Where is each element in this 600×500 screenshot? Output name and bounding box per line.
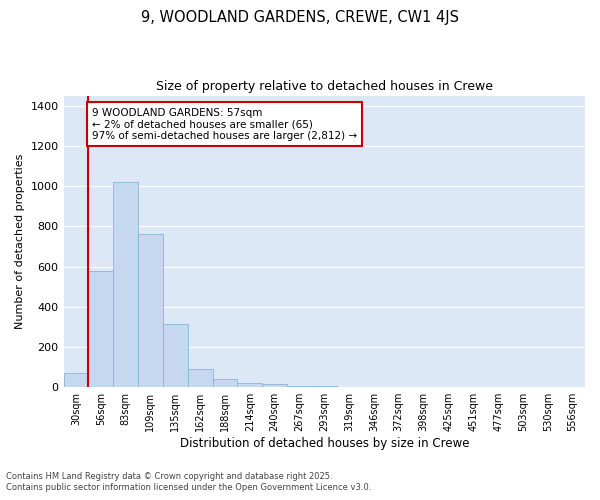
Bar bbox=[138, 234, 163, 387]
Bar bbox=[64, 373, 88, 387]
Y-axis label: Number of detached properties: Number of detached properties bbox=[15, 154, 25, 329]
Text: 9, WOODLAND GARDENS, CREWE, CW1 4JS: 9, WOODLAND GARDENS, CREWE, CW1 4JS bbox=[141, 10, 459, 25]
Bar bbox=[212, 379, 238, 387]
Bar bbox=[88, 270, 113, 387]
Text: 9 WOODLAND GARDENS: 57sqm
← 2% of detached houses are smaller (65)
97% of semi-d: 9 WOODLAND GARDENS: 57sqm ← 2% of detach… bbox=[92, 108, 357, 141]
Bar bbox=[238, 383, 262, 387]
Bar bbox=[163, 324, 188, 387]
Bar bbox=[312, 386, 337, 387]
X-axis label: Distribution of detached houses by size in Crewe: Distribution of detached houses by size … bbox=[179, 437, 469, 450]
Bar bbox=[287, 386, 312, 387]
Bar bbox=[188, 369, 212, 387]
Bar bbox=[262, 384, 287, 387]
Bar bbox=[113, 182, 138, 387]
Title: Size of property relative to detached houses in Crewe: Size of property relative to detached ho… bbox=[156, 80, 493, 93]
Text: Contains HM Land Registry data © Crown copyright and database right 2025.
Contai: Contains HM Land Registry data © Crown c… bbox=[6, 472, 371, 492]
